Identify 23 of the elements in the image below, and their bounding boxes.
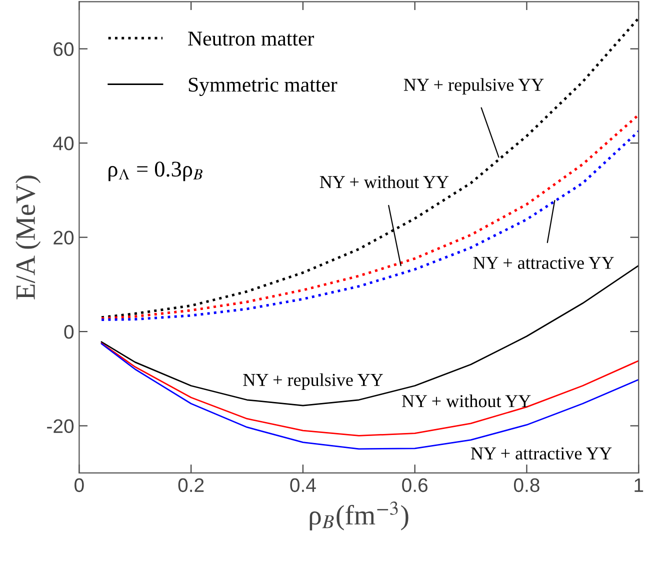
x-axis-title: ρ$_{B}$(fm$^{−3}$): [310, 501, 408, 530]
y-tick-label: 20: [54, 230, 74, 245]
annotation: NY + repulsive YY: [243, 373, 383, 390]
x-tick-label: 1: [634, 478, 644, 492]
annotation: NY + attractive YY: [473, 256, 614, 269]
y-tick-label: 40: [53, 136, 74, 150]
x-tick-label: 0.8: [514, 478, 540, 492]
y-tick-label: 60: [54, 42, 74, 56]
annotation: NY + without YY: [320, 175, 449, 188]
y-tick-label: -20: [47, 419, 74, 434]
x-tick-label: 0.6: [402, 478, 428, 492]
x-tick-label: 0.2: [178, 478, 204, 492]
annotation: NY + repulsive YY: [404, 78, 544, 95]
y-axis-title: E/A (MeV): [15, 176, 41, 300]
line-series: [100, 16, 639, 319]
annotation: NY + without YY: [402, 394, 531, 408]
annotation: NY + attractive YY: [470, 447, 612, 460]
legend-label: Neutron matter: [188, 32, 314, 46]
legend-label: Symmetric matter: [188, 78, 338, 96]
y-tick-label: 0: [64, 325, 74, 339]
x-tick-label: 0.4: [290, 478, 316, 492]
x-tick-label: 0: [74, 478, 84, 492]
annotation: ρ$_{Λ}$ = 0.3ρ$_{B}$: [108, 162, 202, 182]
